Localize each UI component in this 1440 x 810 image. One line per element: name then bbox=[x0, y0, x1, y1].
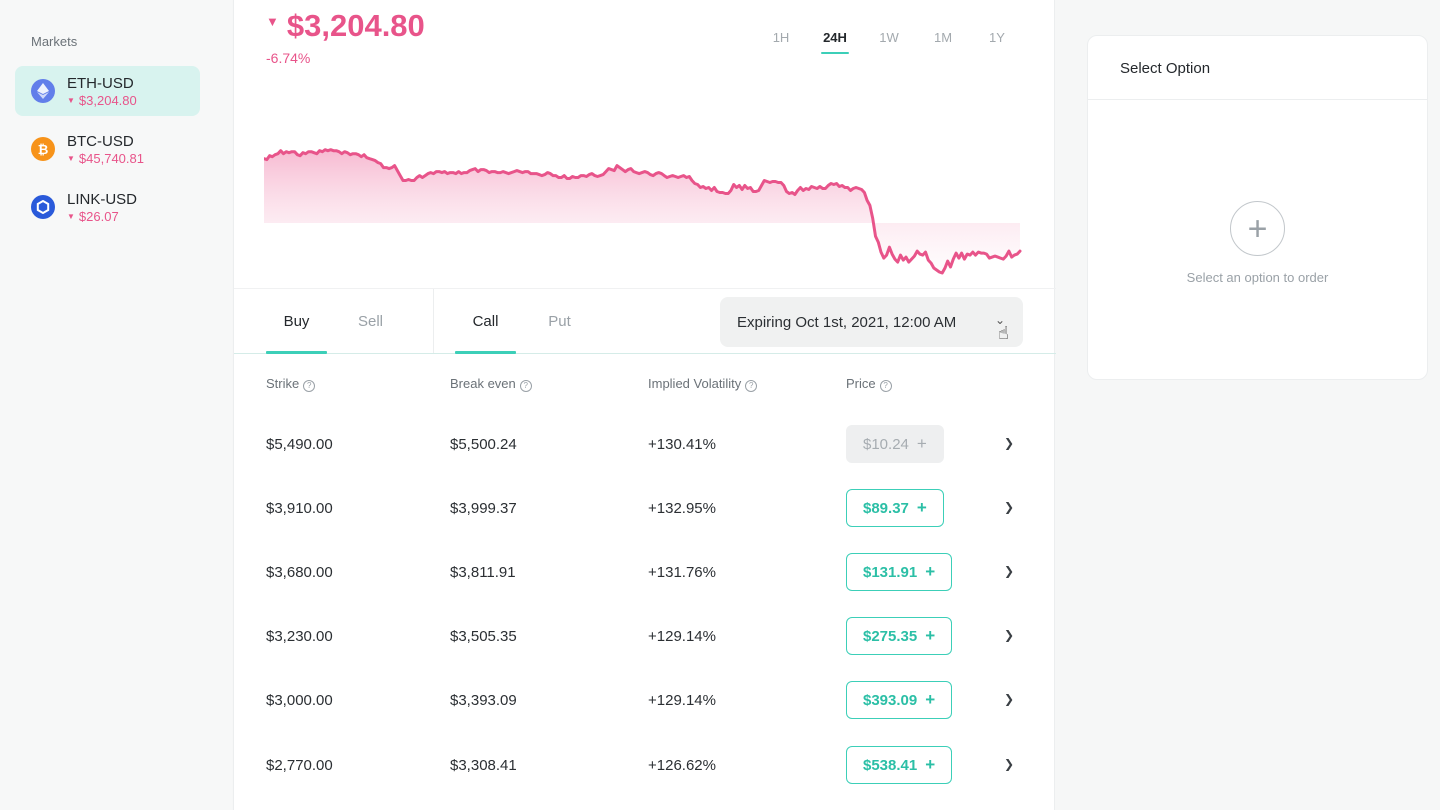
help-icon[interactable]: ? bbox=[879, 380, 892, 392]
market-price: ▼ $26.07 bbox=[67, 209, 119, 224]
price-chart bbox=[264, 148, 1022, 275]
iv-cell: +129.14% bbox=[648, 692, 716, 709]
trade-tabs-bar: Buy Sell Call Put Expiring Oct 1st, 2021… bbox=[234, 288, 1056, 354]
chevron-down-icon[interactable]: ❯ bbox=[1004, 436, 1015, 450]
chevron-down-icon[interactable]: ❯ bbox=[1004, 500, 1015, 514]
table-row[interactable]: $3,230.00 $3,505.35 +129.14% $275.35 + ❯ bbox=[234, 606, 1056, 670]
range-1y[interactable]: 1Y bbox=[989, 30, 1005, 45]
price-button[interactable]: $538.41 + bbox=[846, 746, 953, 784]
plus-icon: + bbox=[925, 562, 936, 581]
expiry-dropdown[interactable]: Expiring Oct 1st, 2021, 12:00 AM ⌄ ☝ bbox=[720, 297, 1023, 347]
bitcoin-icon: ₿ bbox=[31, 137, 55, 161]
strike-cell: $3,230.00 bbox=[266, 628, 333, 645]
range-1m[interactable]: 1M bbox=[933, 30, 953, 45]
expiry-label: Expiring Oct 1st, 2021, 12:00 AM bbox=[737, 313, 957, 331]
table-row[interactable]: $3,000.00 $3,393.09 +129.14% $393.09 + ❯ bbox=[234, 670, 1056, 734]
range-1h[interactable]: 1H bbox=[772, 30, 790, 45]
table-row[interactable]: $3,680.00 $3,811.91 +131.76% $131.91 + ❯ bbox=[234, 542, 1056, 606]
markets-title: Markets bbox=[31, 34, 78, 49]
tab-call[interactable]: Call bbox=[455, 289, 516, 354]
tab-sell[interactable]: Sell bbox=[357, 313, 383, 330]
ethereum-icon bbox=[31, 79, 55, 103]
panel-title: Select Option bbox=[1120, 60, 1211, 77]
price-button[interactable]: $275.35 + bbox=[846, 617, 953, 655]
break-even-cell: $5,500.24 bbox=[450, 436, 517, 453]
chart-price-line bbox=[264, 148, 1022, 275]
chevron-down-icon[interactable]: ❯ bbox=[1004, 564, 1015, 578]
market-price: ▼ $3,204.80 bbox=[67, 93, 137, 108]
chainlink-icon bbox=[31, 195, 55, 219]
plus-icon: + bbox=[925, 755, 936, 774]
down-triangle-icon: ▼ bbox=[67, 96, 75, 105]
order-panel: Select Option + Select an option to orde… bbox=[1087, 35, 1428, 380]
plus-circle-icon[interactable]: + bbox=[1230, 201, 1285, 256]
market-item-btc-usd[interactable]: ₿ BTC-USD ▼ $45,740.81 bbox=[15, 124, 200, 174]
main-panel: ▼ $3,204.80 -6.74% 1H 24H 1W 1M 1Y Buy Se… bbox=[233, 0, 1056, 810]
tab-divider bbox=[433, 289, 434, 353]
market-item-link-usd[interactable]: LINK-USD ▼ $26.07 bbox=[15, 182, 200, 232]
iv-cell: +126.62% bbox=[648, 757, 716, 774]
markets-sidebar: Markets ETH-USD ▼ $3,204.80 ₿ BTC-USD ▼ $4… bbox=[0, 0, 232, 810]
tab-put[interactable]: Put bbox=[548, 313, 571, 330]
break-even-cell: $3,505.35 bbox=[450, 628, 517, 645]
strike-cell: $2,770.00 bbox=[266, 757, 333, 774]
header-implied-volatility: Implied Volatility? bbox=[648, 376, 758, 392]
table-row[interactable]: $5,490.00 $5,500.24 +130.41% $10.24 + ❯ bbox=[234, 414, 1056, 478]
price-button[interactable]: $89.37 + bbox=[846, 489, 944, 527]
help-icon[interactable]: ? bbox=[519, 380, 532, 392]
down-triangle-icon: ▼ bbox=[67, 212, 75, 221]
tab-buy[interactable]: Buy bbox=[266, 289, 327, 354]
range-24h[interactable]: 24H bbox=[808, 30, 862, 54]
market-price: ▼ $45,740.81 bbox=[67, 151, 144, 166]
break-even-cell: $3,811.91 bbox=[450, 564, 516, 581]
strike-cell: $3,680.00 bbox=[266, 564, 333, 581]
break-even-cell: $3,393.09 bbox=[450, 692, 517, 709]
price-button[interactable]: $131.91 + bbox=[846, 553, 953, 591]
plus-icon: + bbox=[925, 690, 936, 709]
table-row[interactable]: $2,770.00 $3,308.41 +126.62% $538.41 + ❯ bbox=[234, 735, 1056, 799]
market-name: BTC-USD bbox=[67, 133, 134, 150]
iv-cell: +130.41% bbox=[648, 436, 716, 453]
strike-cell: $3,910.00 bbox=[266, 500, 333, 517]
plus-icon: + bbox=[925, 626, 936, 645]
down-triangle-icon: ▼ bbox=[266, 14, 279, 29]
market-name: LINK-USD bbox=[67, 191, 138, 208]
market-item-eth-usd[interactable]: ETH-USD ▼ $3,204.80 bbox=[15, 66, 200, 116]
panel-hint: Select an option to order bbox=[1186, 270, 1329, 285]
price-button[interactable]: $393.09 + bbox=[846, 681, 953, 719]
price-button[interactable]: $10.24 + bbox=[846, 425, 944, 463]
help-icon[interactable]: ? bbox=[303, 380, 316, 392]
header-strike: Strike? bbox=[266, 376, 316, 392]
chevron-down-icon[interactable]: ❯ bbox=[1004, 757, 1015, 771]
chevron-down-icon[interactable]: ❯ bbox=[1004, 628, 1015, 642]
range-1w[interactable]: 1W bbox=[879, 30, 899, 45]
current-price: ▼ $3,204.80 bbox=[266, 8, 425, 43]
chevron-down-icon[interactable]: ❯ bbox=[1004, 692, 1015, 706]
iv-cell: +129.14% bbox=[648, 628, 716, 645]
chevron-down-icon: ⌄ bbox=[994, 313, 1005, 327]
down-triangle-icon: ▼ bbox=[67, 154, 75, 163]
price-change: -6.74% bbox=[266, 50, 311, 66]
pointer-cursor-icon: ☝ bbox=[998, 323, 1009, 343]
header-price: Price? bbox=[846, 376, 892, 392]
strike-cell: $5,490.00 bbox=[266, 436, 333, 453]
break-even-cell: $3,308.41 bbox=[450, 757, 517, 774]
strike-cell: $3,000.00 bbox=[266, 692, 333, 709]
panel-divider bbox=[1088, 99, 1427, 100]
iv-cell: +132.95% bbox=[648, 500, 716, 517]
iv-cell: +131.76% bbox=[648, 564, 716, 581]
help-icon[interactable]: ? bbox=[745, 380, 758, 392]
header-break-even: Break even? bbox=[450, 376, 532, 392]
plus-icon: + bbox=[916, 434, 927, 453]
chart-area-fill bbox=[264, 149, 1020, 273]
plus-icon: + bbox=[916, 498, 927, 517]
break-even-cell: $3,999.37 bbox=[450, 500, 517, 517]
time-range-selector: 1H 24H 1W 1M 1Y bbox=[754, 30, 1024, 54]
market-name: ETH-USD bbox=[67, 75, 134, 92]
table-row[interactable]: $3,910.00 $3,999.37 +132.95% $89.37 + ❯ bbox=[234, 478, 1056, 542]
